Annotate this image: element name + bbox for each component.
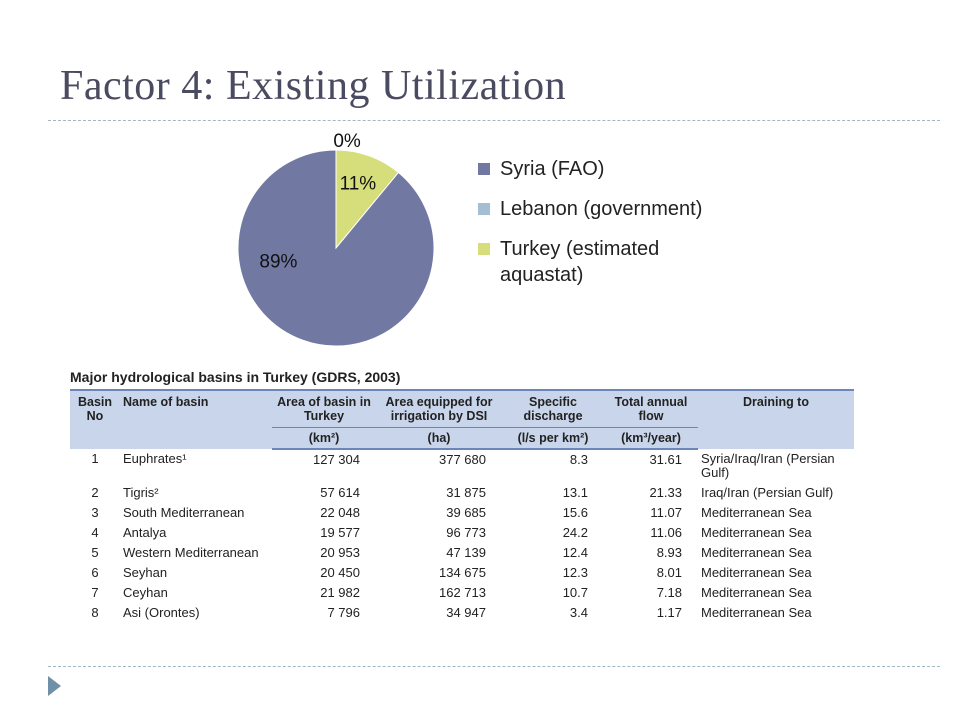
unit-irrigation: (ha) [376,427,502,450]
legend-item-lebanon: Lebanon (government) [478,196,728,222]
legend-swatch-lebanon [478,203,490,215]
cell-discharge: 12.3 [562,565,588,580]
table-row: 1 Euphrates¹ 127 304 377 680 8.3 31.61 S… [70,449,854,483]
data-label-lebanon: 0% [333,131,361,152]
table-row: 3 South Mediterranean 22 048 39 685 15.6… [70,503,854,523]
cell-irrigation: 134 675 [439,565,486,580]
cell-area: 20 953 [320,545,360,560]
cell-area: 127 304 [313,452,360,467]
data-label-syria: 89% [259,251,297,272]
cell-draining: Mediterranean Sea [701,565,812,580]
top-divider [48,120,940,121]
header-name: Name of basin [120,389,272,449]
cell-flow: 8.01 [656,565,682,580]
cell-draining: Mediterranean Sea [701,525,812,540]
cell-discharge: 10.7 [562,585,588,600]
legend-item-turkey: Turkey (estimated aquastat) [478,236,728,288]
slide-title: Factor 4: Existing Utilization [60,63,567,109]
data-label-turkey: 11% [340,174,377,195]
cell-name: Asi (Orontes) [123,605,200,620]
legend-swatch-syria [478,163,490,175]
cell-flow: 11.06 [650,525,682,540]
cell-discharge: 3.4 [569,605,588,620]
cell-draining: Syria/Iraq/Iran (Persian Gulf) [701,451,835,480]
basins-table: Basin No Name of basin Area of basin in … [70,389,854,623]
table-row: 7 Ceyhan 21 982 162 713 10.7 7.18 Medite… [70,583,854,603]
cell-irrigation: 34 947 [446,605,486,620]
cell-flow: 1.17 [656,605,682,620]
cell-irrigation: 162 713 [439,585,486,600]
header-flow: Total annual flow [604,389,698,428]
cell-name: Ceyhan [123,585,168,600]
table-row: 5 Western Mediterranean 20 953 47 139 12… [70,543,854,563]
unit-flow: (km³/year) [604,427,698,450]
cell-area: 57 614 [320,485,360,500]
cell-draining: Iraq/Iran (Persian Gulf) [701,485,834,500]
cell-no: 8 [91,605,99,620]
chart-legend: Syria (FAO) Lebanon (government) Turkey … [478,156,728,302]
cell-flow: 21.33 [649,485,682,500]
cell-flow: 7.18 [656,585,682,600]
cell-name: South Mediterranean [123,505,245,520]
bottom-divider [48,666,940,667]
cell-area: 22 048 [320,505,360,520]
cell-area: 21 982 [320,585,360,600]
cell-discharge: 8.3 [569,452,588,467]
table-row: 4 Antalya 19 577 96 773 24.2 11.06 Medit… [70,523,854,543]
cell-draining: Mediterranean Sea [701,605,812,620]
cell-no: 2 [91,485,99,500]
cell-name: Tigris² [123,485,159,500]
cell-irrigation: 96 773 [446,525,486,540]
cell-draining: Mediterranean Sea [701,545,812,560]
cell-no: 6 [91,565,99,580]
cell-discharge: 12.4 [562,545,588,560]
cell-draining: Mediterranean Sea [701,585,812,600]
cell-irrigation: 47 139 [446,545,486,560]
cell-discharge: 24.2 [562,525,588,540]
cell-no: 5 [91,545,99,560]
unit-area: (km²) [272,427,376,450]
header-discharge: Specific discharge [502,389,604,428]
legend-label-turkey: Turkey (estimated aquastat) [500,238,660,286]
cell-name: Western Mediterranean [123,545,259,560]
cell-no: 1 [91,451,99,466]
cell-irrigation: 39 685 [446,505,486,520]
cell-name: Seyhan [123,565,168,580]
legend-item-syria: Syria (FAO) [478,156,728,182]
cell-flow: 8.93 [656,545,682,560]
cell-irrigation: 31 875 [446,485,486,500]
cell-area: 7 796 [327,605,360,620]
header-basin-no: Basin No [70,389,120,449]
legend-swatch-turkey [478,243,490,255]
slide-nav-arrow-icon [48,676,61,696]
header-area: Area of basin in Turkey [272,389,376,428]
cell-flow: 31.61 [649,452,682,467]
cell-no: 3 [91,505,99,520]
cell-irrigation: 377 680 [439,452,486,467]
cell-discharge: 15.6 [562,505,588,520]
table-row: 6 Seyhan 20 450 134 675 12.3 8.01 Medite… [70,563,854,583]
cell-area: 19 577 [320,525,360,540]
cell-no: 7 [91,585,99,600]
cell-name: Euphrates¹ [123,451,187,466]
cell-no: 4 [91,525,99,540]
unit-discharge: (l/s per km²) [502,427,604,450]
header-irrigation: Area equipped for irrigation by DSI [376,389,502,428]
legend-label-lebanon: Lebanon (government) [500,198,703,220]
cell-discharge: 13.1 [562,485,588,500]
table-row: 8 Asi (Orontes) 7 796 34 947 3.4 1.17 Me… [70,603,854,623]
slice-turkey [335,149,400,250]
table-row: 2 Tigris² 57 614 31 875 13.1 21.33 Iraq/… [70,483,854,503]
cell-draining: Mediterranean Sea [701,505,812,520]
slice-syria [237,149,435,347]
cell-area: 20 450 [320,565,360,580]
header-draining: Draining to [698,389,854,449]
pie-chart: 11% 0% 89% [237,131,435,347]
cell-name: Antalya [123,525,167,540]
cell-flow: 11.07 [650,505,682,520]
legend-label-syria: Syria (FAO) [500,158,605,180]
table-caption: Major hydrological basins in Turkey (GDR… [70,369,401,385]
